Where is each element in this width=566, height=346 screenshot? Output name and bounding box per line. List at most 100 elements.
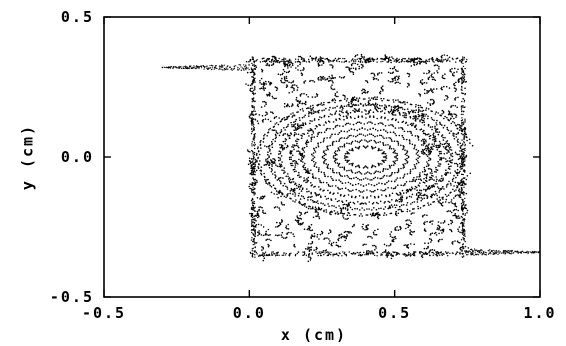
tail-point bbox=[222, 69, 224, 71]
tail-point bbox=[533, 252, 536, 254]
vortex-point bbox=[407, 110, 410, 113]
vortex-point bbox=[268, 155, 270, 157]
edge-point bbox=[254, 171, 256, 173]
scatter-point bbox=[362, 64, 364, 66]
scatter-point bbox=[253, 64, 255, 66]
scatter-point bbox=[383, 243, 386, 246]
vortex-point bbox=[407, 156, 410, 159]
edge-point bbox=[447, 59, 449, 62]
scatter-point bbox=[247, 163, 250, 166]
scatter-point bbox=[249, 212, 251, 215]
scatter-point bbox=[283, 79, 286, 81]
scatter-point bbox=[376, 216, 379, 219]
vortex-point bbox=[403, 108, 406, 111]
vortex-point bbox=[277, 132, 279, 135]
scatter-point bbox=[389, 72, 392, 74]
scatter-point bbox=[446, 95, 449, 97]
scatter-point bbox=[384, 250, 387, 252]
edge-point bbox=[462, 111, 465, 113]
scatter-point bbox=[317, 78, 319, 80]
vortex-point bbox=[415, 103, 417, 106]
tail-point bbox=[530, 252, 533, 254]
edge-point bbox=[307, 254, 310, 256]
scatter-point bbox=[285, 225, 288, 227]
vortex-point bbox=[353, 202, 356, 205]
scatter-point bbox=[267, 228, 270, 231]
scatter-point bbox=[422, 119, 425, 122]
vortex-point bbox=[427, 202, 429, 204]
scatter-point bbox=[339, 110, 341, 112]
vortex-point bbox=[339, 188, 342, 190]
scatter-point bbox=[424, 139, 427, 141]
vortex-point bbox=[429, 158, 432, 160]
scatter-point bbox=[446, 210, 449, 213]
vortex-point bbox=[402, 163, 404, 166]
scatter-point bbox=[321, 64, 323, 66]
vortex-point bbox=[342, 213, 345, 215]
scatter-point bbox=[292, 193, 294, 195]
edge-point bbox=[251, 231, 253, 234]
scatter-point bbox=[391, 67, 394, 70]
vortex-point bbox=[279, 131, 282, 134]
vortex-point bbox=[409, 130, 411, 133]
vortex-point bbox=[350, 177, 353, 180]
vortex-point bbox=[302, 110, 305, 112]
vortex-point bbox=[303, 205, 306, 207]
vortex-point bbox=[380, 207, 382, 210]
edge-point bbox=[441, 253, 443, 255]
edge-point bbox=[412, 60, 414, 62]
vortex-point bbox=[353, 177, 355, 179]
scatter-point bbox=[307, 243, 310, 245]
vortex-point bbox=[307, 199, 309, 201]
vortex-point bbox=[327, 175, 329, 178]
scatter-point bbox=[431, 143, 434, 145]
vortex-point bbox=[307, 196, 309, 199]
edge-point bbox=[267, 57, 269, 60]
vortex-point bbox=[392, 164, 395, 166]
edge-point bbox=[252, 240, 254, 243]
edge-point bbox=[305, 254, 308, 256]
vortex-point bbox=[396, 159, 398, 162]
scatter-point bbox=[448, 144, 451, 146]
vortex-point bbox=[336, 150, 339, 152]
scatter-point bbox=[267, 245, 270, 248]
vortex-point bbox=[429, 134, 432, 137]
vortex-point bbox=[364, 135, 367, 137]
scatter-point bbox=[301, 73, 304, 75]
edge-point bbox=[317, 58, 319, 61]
vortex-point bbox=[310, 191, 313, 194]
scatter-point bbox=[438, 201, 440, 204]
vortex-point bbox=[269, 184, 272, 187]
edge-point bbox=[462, 123, 465, 126]
vortex-point bbox=[383, 152, 385, 155]
vortex-point bbox=[268, 147, 270, 149]
vortex-point bbox=[338, 125, 341, 127]
tail-point bbox=[238, 64, 240, 66]
scatter-point bbox=[250, 223, 253, 225]
scatter-point bbox=[298, 200, 301, 203]
vortex-point bbox=[368, 208, 370, 210]
vortex-point bbox=[363, 190, 365, 192]
vortex-point bbox=[280, 181, 282, 183]
edge-point bbox=[464, 92, 466, 95]
edge-point bbox=[252, 77, 255, 79]
scatter-point bbox=[361, 89, 363, 92]
scatter-point bbox=[399, 194, 401, 196]
vortex-point bbox=[406, 157, 408, 160]
vortex-point bbox=[448, 165, 451, 168]
scatter-point bbox=[262, 83, 265, 85]
vortex-point bbox=[397, 212, 400, 215]
edge-point bbox=[461, 87, 463, 89]
scatter-point bbox=[269, 93, 271, 95]
edge-point bbox=[461, 204, 463, 207]
vortex-point bbox=[389, 212, 392, 215]
edge-point bbox=[461, 229, 463, 231]
vortex-point bbox=[432, 175, 434, 177]
edge-point bbox=[382, 60, 384, 63]
vortex-point bbox=[343, 155, 346, 157]
vortex-point bbox=[414, 135, 417, 137]
edge-point bbox=[254, 235, 256, 237]
vortex-point bbox=[262, 141, 265, 143]
edge-point bbox=[254, 67, 256, 70]
y-tick-labels: -0.50.00.5 bbox=[50, 8, 92, 306]
